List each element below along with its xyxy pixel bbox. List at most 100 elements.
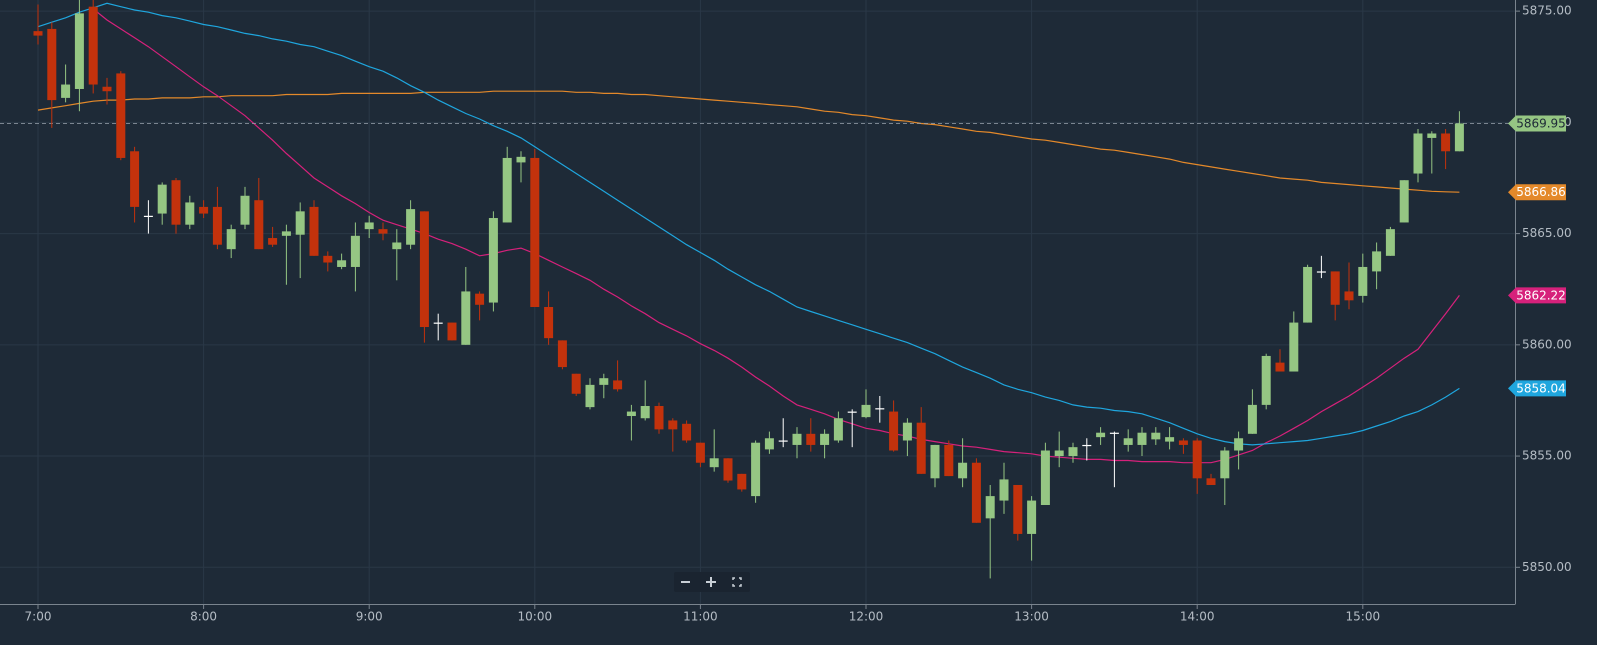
candle-body	[1013, 484, 1023, 534]
candle-body	[516, 156, 526, 163]
x-tick-label: 8:00	[190, 610, 217, 624]
candle-body	[212, 206, 222, 245]
axes: 5850.005855.005860.005865.005870.005875.…	[25, 4, 1572, 624]
candle-body	[695, 442, 705, 463]
candle-body	[889, 411, 899, 451]
x-tick-label: 12:00	[849, 610, 884, 624]
candle-body	[806, 433, 816, 445]
candle-body	[626, 411, 636, 417]
x-tick-label: 11:00	[683, 610, 718, 624]
candle-body	[557, 340, 567, 368]
candle-body	[847, 411, 857, 413]
price-tag	[1508, 184, 1566, 201]
candle-body	[764, 438, 774, 450]
candle-body	[971, 462, 981, 523]
candle-body	[875, 408, 885, 410]
candle-body	[157, 184, 167, 214]
ma-line	[92, 8, 1460, 464]
price-tag	[1508, 380, 1566, 397]
candle-body	[861, 404, 871, 418]
candle-body	[392, 242, 402, 250]
candle-body	[295, 211, 305, 235]
y-tick-label: 5865.00	[1522, 226, 1572, 240]
price-tag	[1508, 287, 1566, 304]
price-tag-label: 5866.86	[1516, 185, 1566, 199]
candles	[33, 0, 1464, 579]
x-tick-label: 7:00	[25, 610, 52, 624]
x-tick-label: 10:00	[518, 610, 553, 624]
candle-body	[1454, 123, 1464, 152]
candle-body	[488, 218, 498, 303]
candle-body	[1206, 478, 1216, 485]
candle-body	[1096, 432, 1106, 438]
candle-body	[599, 378, 609, 385]
candle-body	[530, 157, 540, 308]
candle-body	[1027, 500, 1037, 534]
x-tick-label: 15:00	[1346, 610, 1381, 624]
grid	[0, 0, 1515, 604]
candle-body	[1234, 438, 1244, 451]
y-tick-label: 5875.00	[1522, 4, 1572, 18]
candle-body	[1330, 271, 1340, 305]
candle-body	[1040, 450, 1050, 506]
candle-body	[1316, 271, 1326, 273]
candle-body	[585, 384, 595, 408]
candle-body	[323, 255, 333, 263]
candle-body	[309, 206, 319, 256]
fullscreen-button[interactable]	[732, 577, 742, 587]
y-tick-label: 5860.00	[1522, 337, 1572, 351]
candle-body	[461, 291, 471, 345]
ma-line	[37, 2, 1460, 446]
candle-body	[143, 215, 153, 217]
y-tick-label: 5850.00	[1522, 560, 1572, 574]
candle-body	[1441, 133, 1451, 152]
candle-body	[1261, 355, 1271, 405]
candle-body	[985, 496, 995, 519]
price-tag	[1508, 115, 1566, 132]
candle-body	[613, 380, 623, 390]
candle-body	[902, 422, 912, 441]
candle-body	[226, 229, 236, 250]
candle-body	[1275, 362, 1285, 372]
candle-body	[1344, 291, 1354, 301]
candle-body	[130, 151, 140, 207]
candle-body	[337, 260, 347, 267]
candle-body	[778, 440, 788, 442]
price-tag-label: 5862.22	[1516, 288, 1566, 302]
x-tick-label: 14:00	[1180, 610, 1215, 624]
x-tick-label: 9:00	[356, 610, 383, 624]
x-tick-label: 13:00	[1014, 610, 1049, 624]
candle-body	[1137, 432, 1147, 445]
candle-body	[1372, 251, 1382, 272]
candle-body	[682, 423, 692, 441]
price-tag-label: 5858.04	[1516, 381, 1566, 395]
candle-body	[930, 444, 940, 479]
moving-averages	[0, 2, 1515, 464]
candle-body	[475, 293, 485, 305]
candle-body	[433, 322, 443, 324]
candle-body	[544, 307, 554, 339]
candle-body	[1427, 133, 1437, 138]
candle-body	[958, 462, 968, 479]
candle-body	[1165, 437, 1175, 442]
candle-body	[571, 373, 581, 394]
candle-body	[364, 222, 374, 230]
price-tag-label: 5869.95	[1516, 116, 1566, 130]
candle-body	[1151, 432, 1161, 440]
candle-body	[1192, 440, 1202, 479]
zoom-controls	[674, 572, 750, 592]
candle-body	[1054, 450, 1064, 457]
candle-body	[1289, 322, 1299, 372]
candle-body	[1247, 404, 1257, 434]
candle-body	[999, 479, 1009, 501]
candle-body	[820, 433, 830, 445]
candle-body	[1123, 438, 1133, 445]
candle-body	[1220, 450, 1230, 479]
candle-body	[1399, 180, 1409, 223]
candle-body	[47, 28, 57, 101]
candle-body	[640, 406, 650, 419]
candle-body	[668, 420, 678, 430]
candle-body	[1109, 432, 1119, 434]
candle-body	[254, 200, 264, 250]
